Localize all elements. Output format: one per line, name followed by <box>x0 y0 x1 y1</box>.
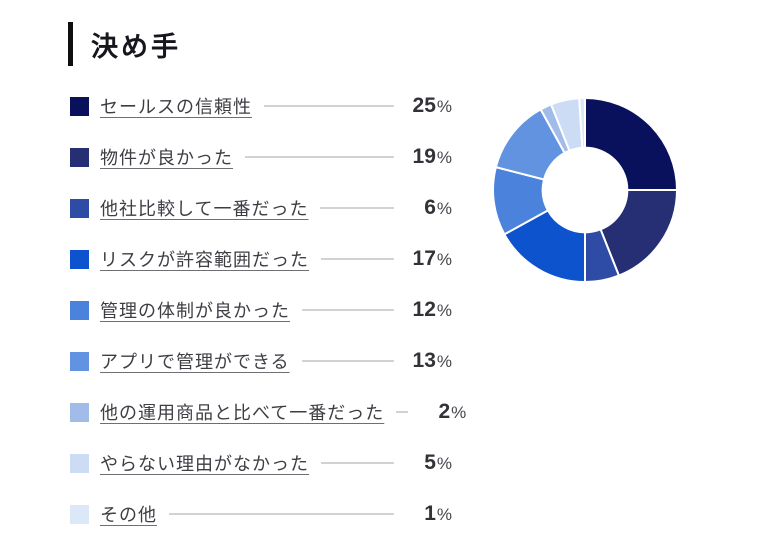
legend-percent-unit: % <box>451 403 467 422</box>
legend-percent-value: 5 <box>424 451 436 474</box>
donut-chart <box>492 97 678 283</box>
legend-percent-unit: % <box>436 199 452 218</box>
legend-connector-line <box>169 513 394 515</box>
legend-percent-unit: % <box>436 148 452 167</box>
donut-slice-9[interactable] <box>578 97 586 149</box>
legend-item: その他 1% <box>70 502 452 526</box>
legend-percent: 13% <box>404 349 452 373</box>
legend-item: 物件が良かった 19% <box>70 145 452 169</box>
legend-percent: 5% <box>404 451 452 475</box>
legend-swatch <box>70 504 89 524</box>
legend-percent: 25% <box>404 94 452 118</box>
legend-item: 管理の体制が良かった 12% <box>70 298 452 322</box>
legend-percent-value: 13 <box>412 349 436 372</box>
legend-percent-unit: % <box>436 250 452 269</box>
legend-connector-line <box>245 156 394 158</box>
donut-slice-1[interactable] <box>584 97 678 191</box>
legend: セールスの信頼性 25% 物件が良かった 19% 他社比較して一番だった 6% リスクが許容… <box>70 94 466 526</box>
section-header: 決め手 <box>68 22 181 66</box>
legend-percent: 1% <box>404 502 452 526</box>
page-title: 決め手 <box>91 31 181 62</box>
legend-item-label[interactable]: リスクが許容範囲だった <box>100 250 309 270</box>
legend-connector-line <box>320 207 394 209</box>
legend-percent-value: 2 <box>438 400 451 423</box>
legend-item-label[interactable]: 物件が良かった <box>100 148 233 168</box>
legend-percent-value: 17 <box>412 247 436 270</box>
legend-swatch <box>70 96 89 116</box>
legend-item: セールスの信頼性 25% <box>70 94 452 118</box>
legend-percent-value: 12 <box>412 298 436 321</box>
legend-swatch <box>70 402 89 422</box>
legend-swatch <box>70 453 89 473</box>
legend-item: やらない理由がなかった 5% <box>70 451 452 475</box>
legend-percent: 12% <box>404 298 452 322</box>
legend-swatch <box>70 249 89 269</box>
legend-item-label[interactable]: 管理の体制が良かった <box>100 301 290 321</box>
legend-percent: 17% <box>404 247 452 271</box>
legend-percent-unit: % <box>436 97 452 116</box>
legend-item-label[interactable]: 他社比較して一番だった <box>100 199 309 219</box>
legend-percent-unit: % <box>436 301 452 320</box>
legend-connector-line <box>301 360 394 362</box>
legend-percent: 2% <box>418 400 466 424</box>
legend-swatch <box>70 351 89 371</box>
legend-item-label[interactable]: 他の運用商品と比べて一番だった <box>100 403 385 423</box>
legend-percent-unit: % <box>436 352 452 371</box>
legend-item-label[interactable]: セールスの信頼性 <box>100 97 252 117</box>
legend-percent: 6% <box>404 196 452 220</box>
legend-item: アプリで管理ができる 13% <box>70 349 452 373</box>
legend-percent-value: 1 <box>424 502 436 525</box>
legend-swatch <box>70 300 89 320</box>
legend-connector-line <box>302 309 394 311</box>
legend-percent-unit: % <box>436 454 452 473</box>
legend-swatch <box>70 198 89 218</box>
legend-connector-line <box>321 462 394 464</box>
legend-percent: 19% <box>404 145 452 169</box>
legend-item: 他の運用商品と比べて一番だった 2% <box>70 400 466 423</box>
legend-connector-line <box>321 258 394 260</box>
legend-percent-value: 19 <box>412 145 436 168</box>
legend-item-label[interactable]: アプリで管理ができる <box>100 352 290 372</box>
legend-item: 他社比較して一番だった 6% <box>70 196 452 220</box>
legend-connector-line <box>264 105 394 107</box>
legend-percent-value: 25 <box>412 94 436 117</box>
legend-item: リスクが許容範囲だった 17% <box>70 247 452 271</box>
legend-percent-unit: % <box>436 505 452 524</box>
legend-item-label[interactable]: やらない理由がなかった <box>100 454 309 474</box>
legend-percent-value: 6 <box>424 196 436 219</box>
legend-connector-line <box>396 411 409 413</box>
legend-item-label[interactable]: その他 <box>100 505 157 525</box>
title-accent-bar <box>68 22 73 66</box>
legend-swatch <box>70 147 89 167</box>
